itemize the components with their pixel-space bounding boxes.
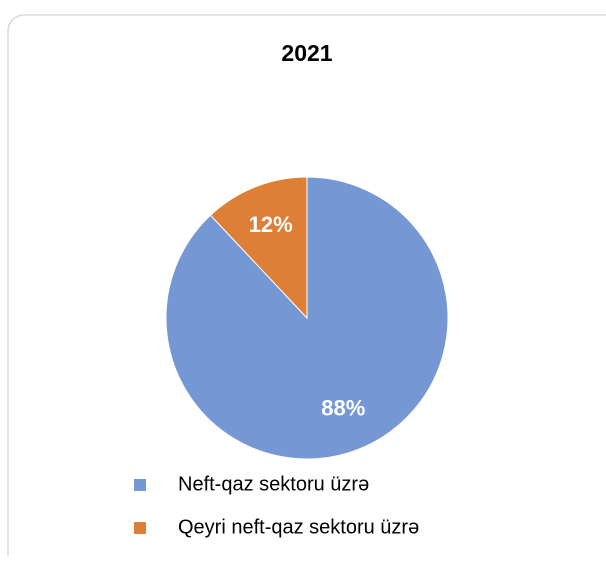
pie-slice <box>209 176 308 320</box>
data-label: 12% <box>249 212 293 237</box>
legend-swatch <box>134 522 146 534</box>
data-label: 88% <box>321 396 365 421</box>
legend-swatch <box>134 479 146 491</box>
legend-label: Qeyri neft-qaz sektoru üzrə <box>178 516 419 538</box>
chart-title: 2021 <box>281 40 332 66</box>
legend-label: Neft-qaz sektoru üzrə <box>178 473 369 495</box>
